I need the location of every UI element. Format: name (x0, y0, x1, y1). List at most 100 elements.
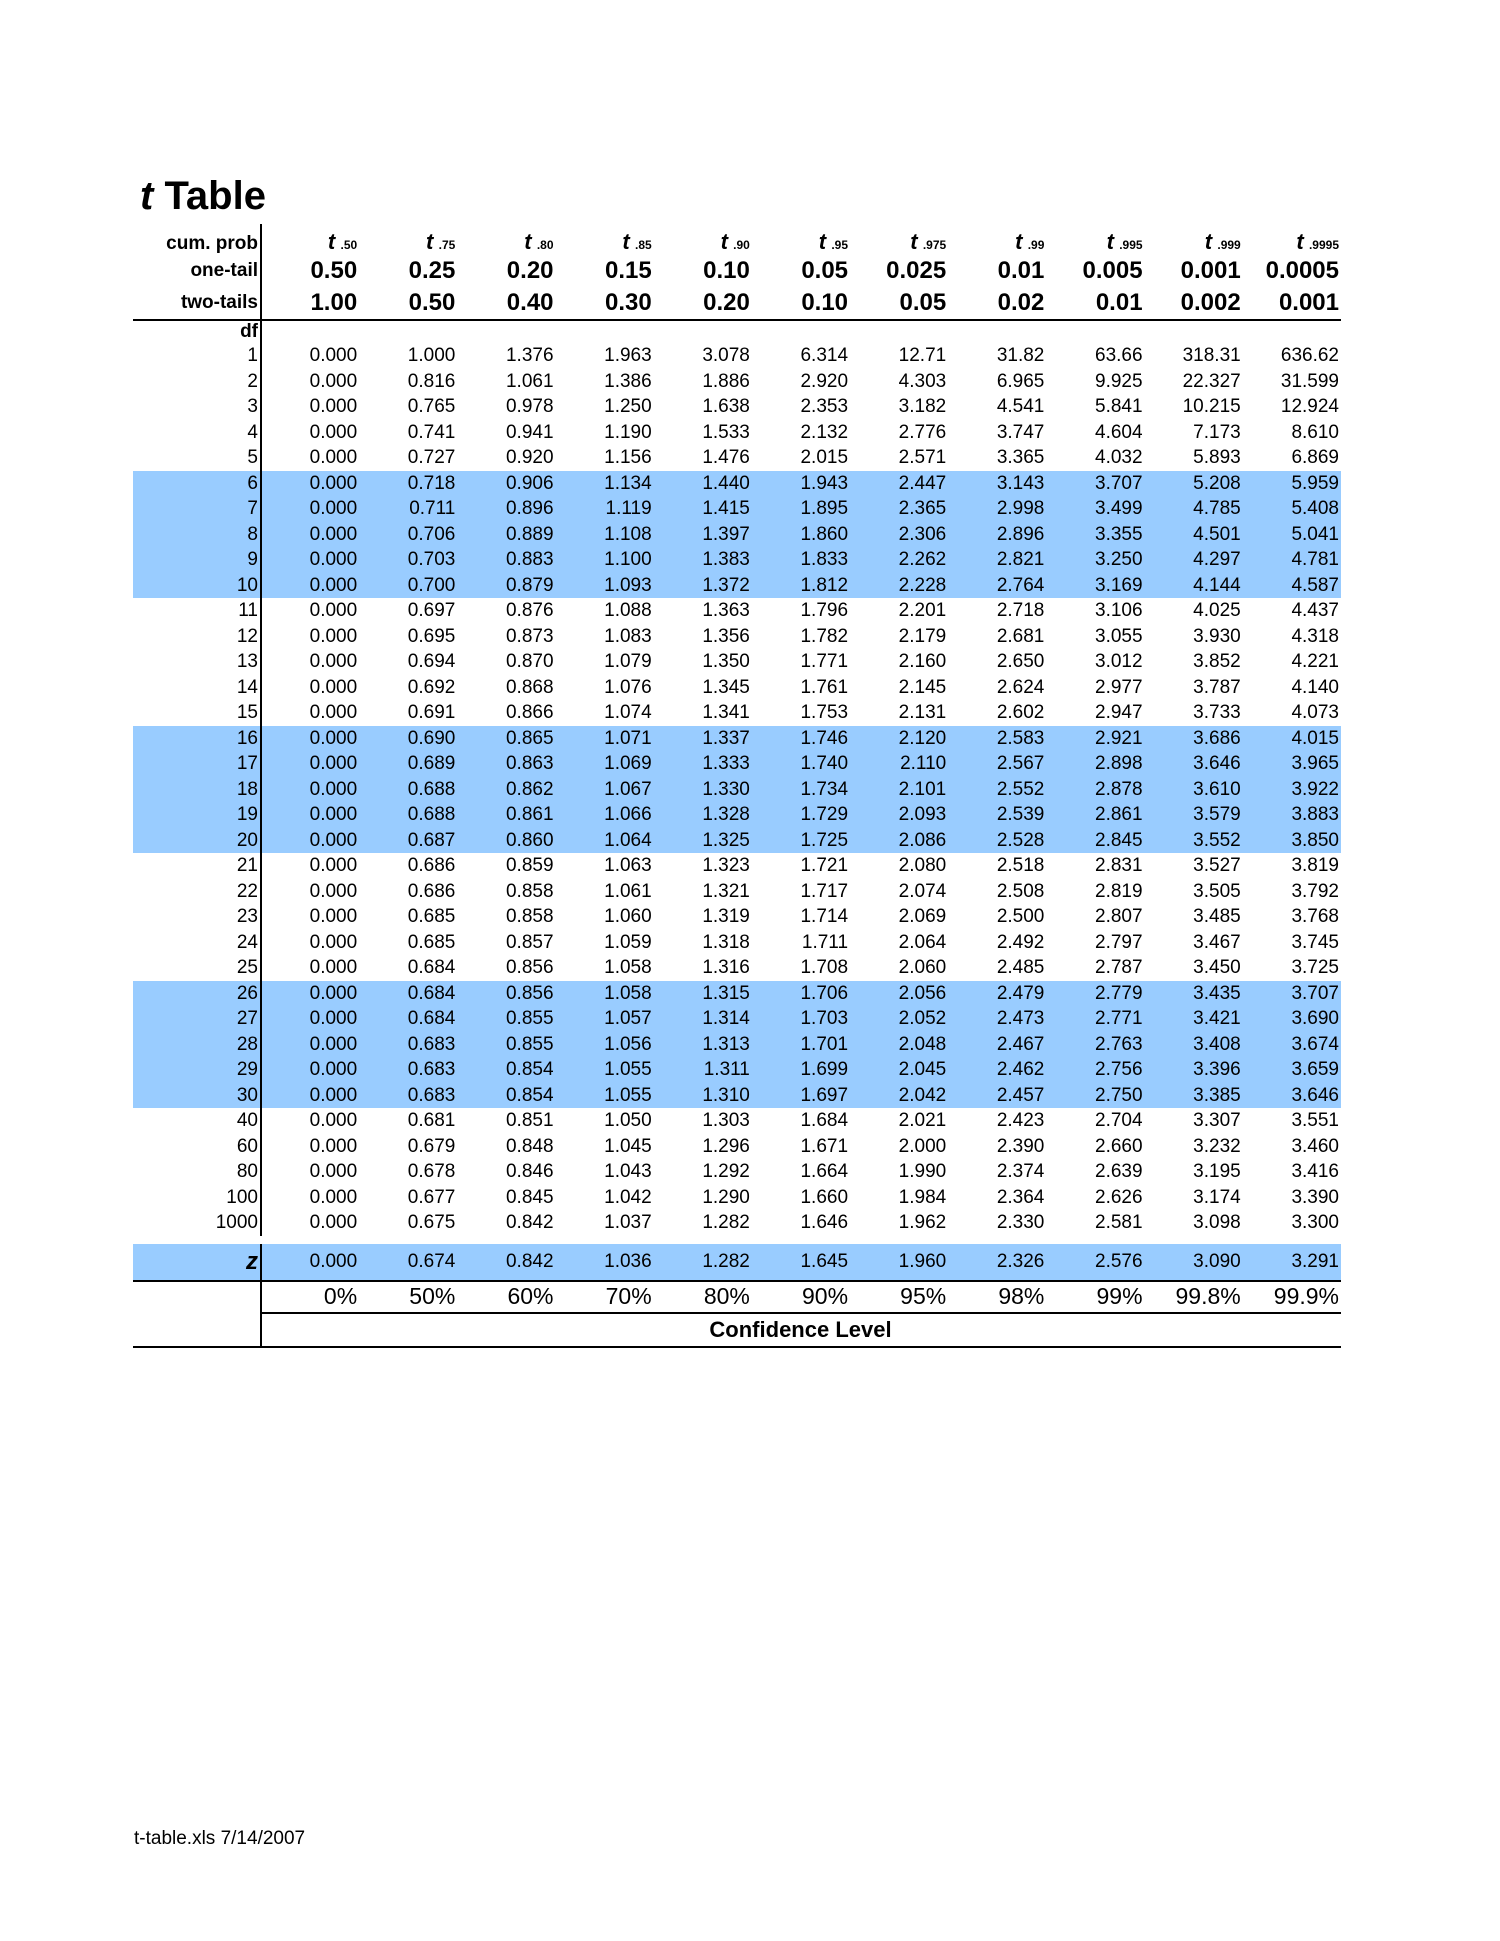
t-value: 2.060 (898, 957, 947, 979)
t-value: 2.602 (996, 702, 1045, 724)
one-tail-value: 0.01 (997, 257, 1045, 284)
t-value: 3.078 (702, 345, 750, 367)
t-value: 0.000 (309, 880, 358, 902)
df-value: 14 (133, 674, 262, 700)
t-value: 2.821 (948, 547, 1047, 573)
t-value: 2.101 (850, 776, 949, 802)
t-value: 31.82 (996, 345, 1045, 367)
t-value: 2.015 (800, 447, 849, 469)
t-value: 0.678 (407, 1161, 456, 1183)
table-row: 11 0.000 0.697 0.876 1.088 1.363 1.796 2.201 2.7… (133, 598, 1341, 624)
t-value: 0.865 (457, 725, 556, 751)
t-value: 1.782 (800, 625, 849, 647)
t-value: 0.870 (505, 651, 554, 673)
df-value: 10 (133, 572, 262, 598)
df-header-row: df (133, 320, 1341, 343)
confidence-level-value: 95% (850, 1280, 949, 1314)
t-value: 3.579 (1144, 802, 1243, 828)
t-value: 1.860 (751, 521, 851, 547)
t-value: 3.505 (1193, 880, 1241, 902)
t-value: 0.000 (261, 980, 360, 1006)
t-value: 1.063 (604, 855, 652, 877)
t-value: 1.313 (653, 1031, 752, 1057)
t-value: 3.195 (1193, 1161, 1241, 1183)
page-title: t Table (140, 174, 266, 219)
t-value: 1.440 (653, 470, 752, 496)
t-value: 2.201 (898, 600, 947, 622)
t-value: 22.327 (1182, 370, 1241, 392)
cum-prob-value: .975 (922, 238, 947, 252)
t-value: 2.330 (996, 1212, 1045, 1234)
t-value: 0.679 (407, 1135, 456, 1157)
cum-prob-value: .99 (1027, 238, 1045, 252)
t-value: 3.055 (1095, 625, 1143, 647)
t-value: 3.674 (1242, 1031, 1341, 1057)
t-value: 3.646 (1242, 1082, 1341, 1108)
table-row: 5 0.000 0.727 0.920 1.156 1.476 2.015 2.571 3.36… (133, 445, 1341, 471)
df-value: 29 (133, 1057, 262, 1083)
t-value: 0.848 (505, 1135, 554, 1157)
t-value: 0.686 (407, 880, 456, 902)
t-value: 2.764 (948, 572, 1047, 598)
t-value: 3.733 (1193, 702, 1241, 724)
t-value: 12.924 (1280, 396, 1339, 418)
t-value: 0.000 (309, 676, 358, 698)
t-value: 0.685 (407, 906, 456, 928)
confidence-level-value: 80% (653, 1280, 752, 1314)
t-value: 0.842 (505, 1212, 554, 1234)
t-value: 1.292 (702, 1161, 750, 1183)
t-value: 5.841 (1095, 396, 1143, 418)
t-value: 2.998 (948, 496, 1047, 522)
t-value: 1.315 (653, 980, 752, 1006)
t-value: 1.055 (555, 1057, 654, 1083)
t-value: 1.061 (604, 880, 652, 902)
title-text: Table (164, 174, 266, 218)
t-value: 1.330 (653, 776, 752, 802)
t-value: 0.859 (505, 855, 554, 877)
t-value: 1.337 (653, 725, 752, 751)
t-value: 0.000 (309, 651, 358, 673)
confidence-level-value: 99.9% (1242, 1280, 1341, 1314)
one-tail-value: 0.20 (506, 257, 554, 284)
t-value: 0.695 (407, 625, 456, 647)
table-row: 18 0.000 0.688 0.862 1.067 1.330 1.734 2.101 2.5… (133, 776, 1341, 802)
t-value: 0.000 (309, 957, 358, 979)
t-symbol: t (426, 229, 434, 254)
table-row: 1 0.000 1.000 1.376 1.963 3.078 6.314 12.71 31.8… (133, 343, 1341, 369)
t-value: 2.626 (1095, 1186, 1143, 1208)
t-value: 2.756 (1046, 1057, 1145, 1083)
t-value: 1.066 (555, 802, 654, 828)
t-value: 5.959 (1242, 470, 1341, 496)
df-value: 27 (133, 1006, 262, 1032)
z-value: 2.326 (948, 1235, 1047, 1282)
t-value: 3.467 (1193, 931, 1241, 953)
t-value: 1.310 (653, 1082, 752, 1108)
t-value: 2.131 (898, 702, 947, 724)
df-value: 30 (133, 1082, 262, 1108)
t-value: 1.638 (702, 396, 750, 418)
t-value: 4.437 (1291, 600, 1339, 622)
t-value: 3.485 (1193, 906, 1241, 928)
t-value: 1.703 (751, 1006, 851, 1032)
z-value: 2.576 (1046, 1235, 1145, 1282)
t-value: 1.059 (604, 931, 652, 953)
table-row: 14 0.000 0.692 0.868 1.076 1.345 1.761 2.145 2.6… (133, 674, 1341, 700)
t-value: 3.883 (1242, 802, 1341, 828)
table-row: 100 0.000 0.677 0.845 1.042 1.290 1.660 1.984 2.… (133, 1184, 1341, 1210)
t-value: 3.232 (1193, 1135, 1241, 1157)
t-value: 0.860 (457, 827, 556, 853)
table-row: 4 0.000 0.741 0.941 1.190 1.533 2.132 2.776 3.74… (133, 419, 1341, 445)
t-value: 1.000 (407, 345, 456, 367)
t-value: 0.685 (407, 931, 456, 953)
cum-prob-value: .9995 (1308, 238, 1339, 252)
t-value: 0.000 (309, 421, 358, 443)
df-value: 24 (133, 929, 262, 955)
two-tails-value: 0.001 (1242, 287, 1341, 321)
z-value: 0.674 (359, 1235, 458, 1282)
table-row: 30 0.000 0.683 0.854 1.055 1.310 1.697 2.042 2.4… (133, 1082, 1341, 1108)
cum-prob-value: .75 (438, 238, 456, 252)
t-value: 0.868 (505, 676, 554, 698)
one-tail-value: 0.05 (801, 257, 849, 284)
t-symbol: t (1015, 229, 1023, 254)
t-value: 1.321 (702, 880, 750, 902)
